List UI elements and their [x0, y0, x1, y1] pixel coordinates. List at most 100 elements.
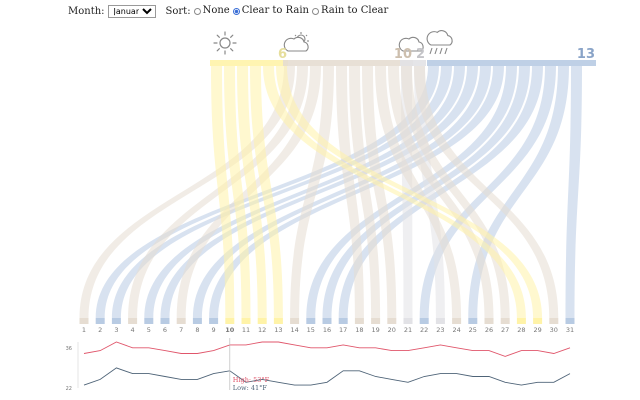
- day-label[interactable]: 18: [355, 326, 363, 334]
- day-label[interactable]: 9: [212, 326, 216, 334]
- cloud-shape: [283, 36, 309, 52]
- controls-bar: Month: January Sort: None Clear to Rain Ra…: [68, 3, 391, 19]
- category-bar-rain: [427, 60, 596, 66]
- day-label[interactable]: 30: [550, 326, 558, 334]
- flow-band-day-11: [224, 66, 251, 318]
- day-label[interactable]: 31: [566, 326, 574, 334]
- day-label[interactable]: 6: [163, 326, 167, 334]
- day-marker: [435, 318, 445, 324]
- day-label[interactable]: 23: [436, 326, 444, 334]
- flow-band-day-31: [565, 66, 582, 318]
- day-label[interactable]: 5: [147, 326, 151, 334]
- flow-band-day-12: [237, 66, 267, 318]
- day-label[interactable]: 15: [307, 326, 315, 334]
- tooltip-low: Low: 41°F: [233, 384, 268, 392]
- flow-band-day-29: [276, 66, 543, 318]
- day-marker: [209, 318, 219, 324]
- category-icons: [213, 30, 453, 55]
- day-label[interactable]: 24: [452, 326, 460, 334]
- day-marker: [79, 318, 89, 324]
- day-marker: [176, 318, 186, 324]
- sort-option-rain-to-clear[interactable]: Rain to Clear: [311, 5, 388, 16]
- day-label[interactable]: 29: [533, 326, 541, 334]
- day-label[interactable]: 10: [225, 326, 235, 334]
- sort-option-label: None: [202, 5, 230, 16]
- day-label[interactable]: 7: [179, 326, 183, 334]
- day-marker: [338, 318, 348, 324]
- flow-band-day-9: [209, 66, 504, 318]
- category-count: 10: [394, 47, 412, 62]
- month-label: Month:: [68, 5, 105, 17]
- sun-ray: [216, 48, 220, 52]
- sort-option-none[interactable]: None: [193, 5, 230, 16]
- radio-button[interactable]: [311, 8, 319, 15]
- temp-line-low: [83, 367, 571, 386]
- day-label[interactable]: 20: [388, 326, 396, 334]
- flow-band-day-27: [401, 66, 510, 318]
- day-marker: [354, 318, 364, 324]
- day-label[interactable]: 19: [371, 326, 379, 334]
- day-label[interactable]: 25: [469, 326, 477, 334]
- day-marker: [160, 318, 170, 324]
- radio-button[interactable]: [232, 8, 240, 15]
- day-label[interactable]: 26: [485, 326, 493, 334]
- day-label[interactable]: 21: [404, 326, 412, 334]
- month-select[interactable]: January: [107, 4, 156, 18]
- sort-radio-group: None Clear to Rain Rain to Clear: [193, 5, 392, 17]
- day-label[interactable]: 22: [420, 326, 428, 334]
- day-label[interactable]: 1: [82, 326, 86, 334]
- day-label[interactable]: 13: [274, 326, 282, 334]
- flow-band-day-28: [263, 66, 526, 318]
- day-label[interactable]: 4: [131, 326, 135, 334]
- sun-ray: [294, 34, 297, 37]
- day-marker: [549, 318, 559, 324]
- flow-band-day-20: [362, 66, 397, 318]
- tooltip-high: High: 53°F: [233, 376, 270, 384]
- day-marker: [387, 318, 397, 324]
- day-label[interactable]: 16: [323, 326, 331, 334]
- sun-core: [219, 37, 231, 49]
- day-marker: [95, 318, 105, 324]
- flow-band-day-3: [111, 66, 453, 318]
- flow-band-day-14: [290, 66, 334, 318]
- sort-option-label: Clear to Rain: [241, 5, 309, 16]
- flow-band-day-4: [128, 66, 308, 318]
- sort-option-clear-to-rain[interactable]: Clear to Rain: [232, 5, 309, 16]
- rain-drop: [429, 47, 433, 55]
- day-label[interactable]: 28: [517, 326, 525, 334]
- day-label[interactable]: 17: [339, 326, 347, 334]
- day-label[interactable]: 2: [98, 326, 102, 334]
- sun-ray: [305, 34, 308, 37]
- sort-label: Sort:: [165, 5, 191, 17]
- flow-band-day-18: [336, 66, 364, 318]
- day-label[interactable]: 8: [195, 326, 199, 334]
- day-label[interactable]: 11: [242, 326, 250, 334]
- category-count: 13: [577, 47, 595, 62]
- flow-band-day-6: [160, 66, 478, 318]
- day-marker: [225, 318, 235, 324]
- flow-band-day-13: [250, 66, 283, 318]
- day-marker: [241, 318, 251, 324]
- day-label[interactable]: 12: [258, 326, 266, 334]
- partly-cloudy-icon: [283, 32, 309, 52]
- day-label[interactable]: 3: [114, 326, 118, 334]
- day-marker: [500, 318, 510, 324]
- day-marker: [290, 318, 300, 324]
- day-marker: [144, 318, 154, 324]
- y-tick-label: 36: [66, 346, 72, 352]
- day-marker: [403, 318, 413, 324]
- day-axis: 1 2 3 4 5 6 7 8 9 10 11 12 13 14 15 16 17 18 19 20 21 22 23 24 2…: [79, 318, 575, 334]
- flow-band-day-1: [79, 66, 295, 318]
- category-bar-sunny: [210, 60, 288, 66]
- sun-ray: [230, 34, 234, 38]
- day-marker: [111, 318, 121, 324]
- cloud-shape: [426, 30, 453, 46]
- day-label[interactable]: 14: [290, 326, 298, 334]
- radio-button[interactable]: [193, 8, 201, 15]
- day-marker: [533, 318, 543, 324]
- cloud-icon: [398, 36, 424, 52]
- flow-band-day-24: [375, 66, 462, 318]
- day-label[interactable]: 27: [501, 326, 509, 334]
- flow-band-day-19: [349, 66, 381, 318]
